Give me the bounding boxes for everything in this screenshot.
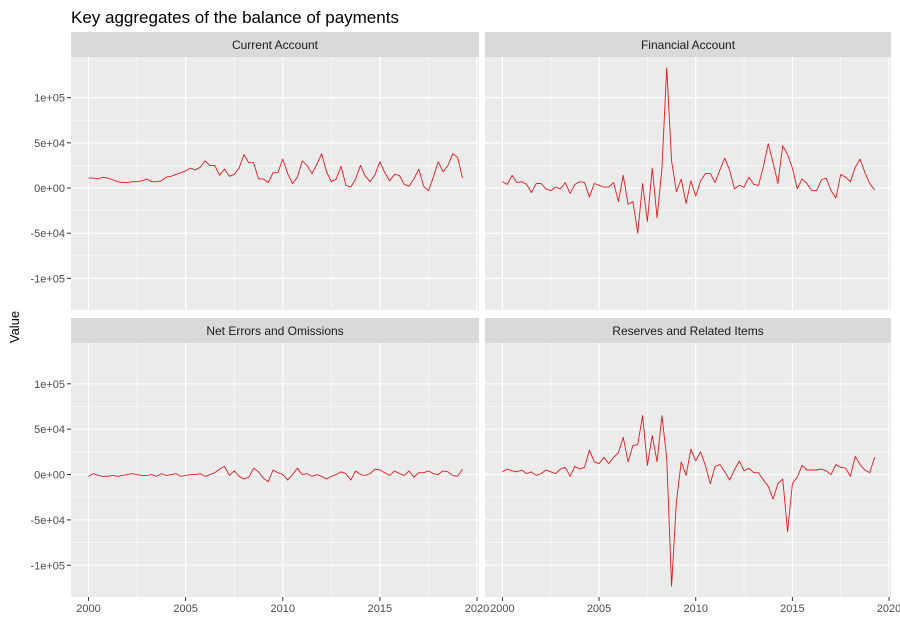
facet-panel: Current Account -1e+05 -5e+04 0e+00 5e+04 1e+…	[30, 32, 479, 310]
x-tick-label: 2015	[780, 603, 804, 615]
x-tick-label: 2010	[683, 603, 707, 615]
x-tick-label: 2010	[271, 603, 295, 615]
facet-strip	[71, 32, 479, 57]
plot-background	[71, 57, 479, 310]
y-tick-label: 5e+04	[34, 424, 65, 436]
y-tick-label: 1e+05	[34, 379, 65, 391]
facet-panel: Financial Account	[485, 32, 891, 310]
y-tick-label: -1e+05	[30, 560, 65, 572]
y-tick-label: 0e+00	[34, 183, 65, 195]
plot-background	[485, 57, 891, 310]
y-tick-label: -5e+04	[30, 515, 65, 527]
x-tick-label: 2015	[368, 603, 392, 615]
y-tick-label: 0e+00	[34, 470, 65, 482]
y-tick-label: 1e+05	[34, 93, 65, 105]
series-line	[88, 153, 463, 192]
x-tick-label: 2000	[76, 603, 100, 615]
facet-strip-label: Net Errors and Omissions	[206, 324, 343, 338]
series-line	[502, 415, 875, 587]
facet-strip	[485, 318, 891, 343]
y-tick-label: -1e+05	[30, 273, 65, 285]
series-line	[502, 67, 875, 234]
panels: Current Account -1e+05 -5e+04 0e+00 5e+04 1e+…	[30, 32, 900, 615]
facet-strip	[485, 32, 891, 57]
y-axis-title: Value	[7, 311, 22, 343]
x-tick-label: 2005	[173, 603, 197, 615]
facet-strip-label: Current Account	[232, 38, 319, 52]
chart-title: Key aggregates of the balance of payment…	[71, 8, 399, 27]
x-tick-label: 2000	[490, 603, 514, 615]
x-tick-label: 2020	[877, 603, 900, 615]
y-tick-label: 5e+04	[34, 138, 65, 150]
facet-strip-label: Financial Account	[641, 38, 736, 52]
x-tick-label: 2020	[465, 603, 489, 615]
x-tick-label: 2005	[587, 603, 611, 615]
series-line	[88, 465, 463, 483]
facet-panel: Net Errors and Omissions -1e+05 -5e+04 0e+0…	[30, 318, 489, 615]
plot-background	[71, 343, 479, 597]
facet-strip-label: Reserves and Related Items	[612, 324, 763, 338]
y-tick-label: -5e+04	[30, 228, 65, 240]
facet-panel: Reserves and Related Items 2000 2005 2010 20…	[485, 318, 900, 615]
facet-strip	[71, 318, 479, 343]
